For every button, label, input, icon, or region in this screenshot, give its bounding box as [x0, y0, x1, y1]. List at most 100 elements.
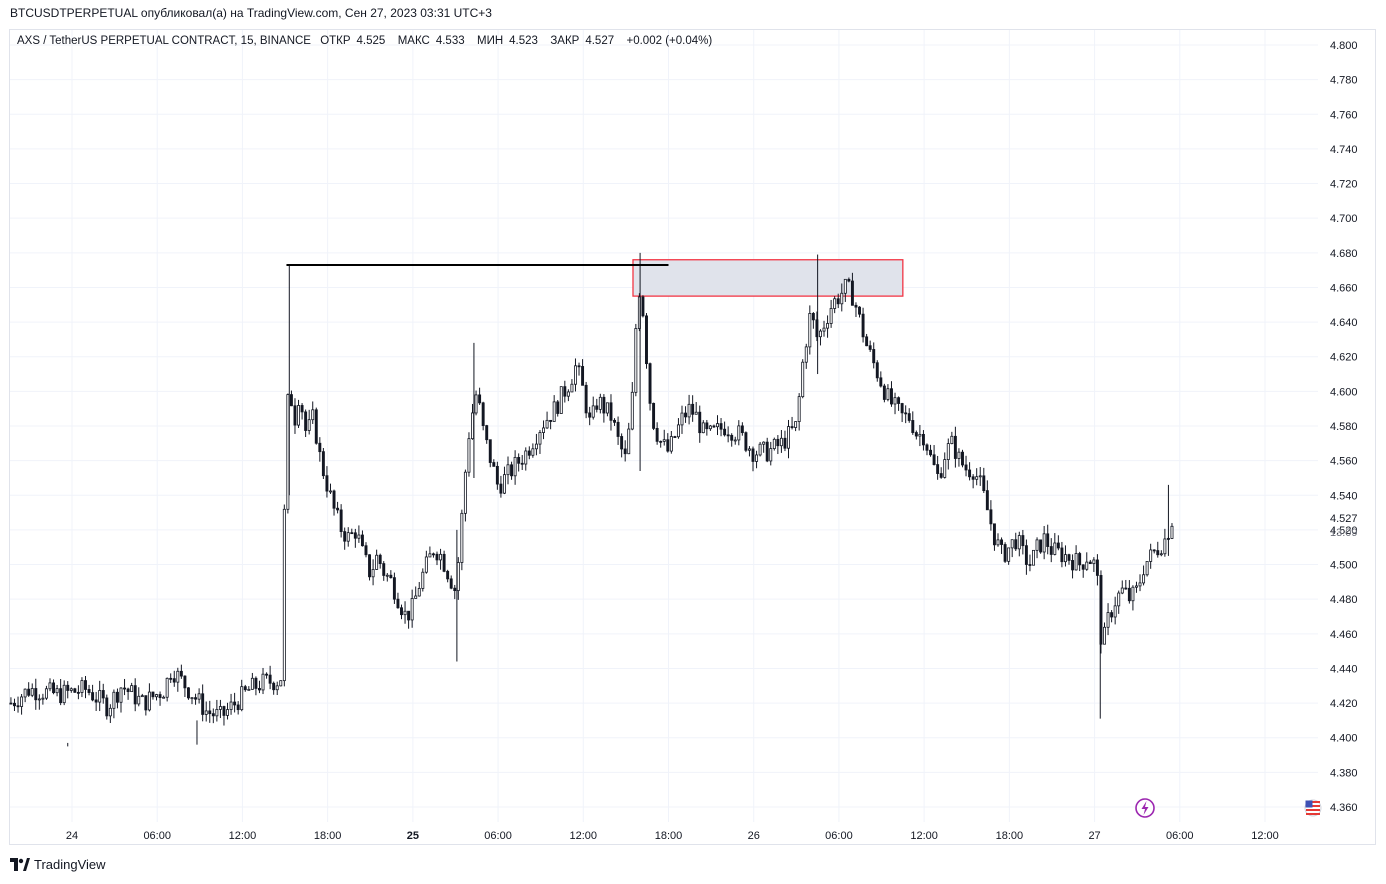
- candle-body: [76, 691, 80, 694]
- candle-body: [272, 682, 276, 691]
- candle-body: [574, 365, 577, 385]
- candle-body: [1103, 626, 1106, 645]
- candle-body: [854, 304, 858, 308]
- candle-body: [598, 396, 602, 410]
- candle-body: [936, 464, 940, 474]
- x-tick-label: 24: [66, 830, 78, 842]
- candle-body: [247, 688, 251, 691]
- candle-body: [591, 405, 595, 418]
- candle-body: [747, 448, 751, 451]
- candle-body: [968, 469, 972, 478]
- candle-body: [1035, 539, 1039, 551]
- candle-body: [289, 394, 293, 407]
- candle-body: [133, 685, 137, 705]
- candle-body: [460, 512, 464, 563]
- candle-body: [325, 475, 329, 492]
- candle-body: [392, 577, 396, 600]
- candle-body: [1010, 539, 1014, 549]
- candle-body: [577, 365, 581, 368]
- candle-body: [822, 327, 826, 332]
- candle-body: [989, 509, 993, 525]
- candle-body: [62, 684, 66, 704]
- candle-body: [879, 377, 883, 387]
- candle-body: [698, 411, 702, 434]
- candle-body: [886, 388, 890, 400]
- candle-body: [424, 556, 428, 573]
- candle-body: [1074, 553, 1078, 571]
- candle-body: [1049, 546, 1053, 555]
- candle-body: [1046, 533, 1050, 547]
- x-tick-label: 25: [407, 830, 419, 842]
- candle-body: [240, 686, 244, 711]
- x-tick-label: 18:00: [314, 830, 342, 842]
- candle-body: [730, 434, 734, 441]
- candle-body: [1056, 542, 1060, 549]
- current-price-label: 4.527: [1330, 513, 1358, 525]
- y-tick-label: 4.760: [1330, 109, 1358, 121]
- candle-body: [119, 687, 123, 703]
- candle-body: [169, 677, 173, 680]
- candle-body: [190, 697, 194, 700]
- supply-zone-rectangle[interactable]: [632, 259, 904, 297]
- candle-body: [762, 441, 766, 445]
- candle-body: [641, 296, 645, 317]
- candle-body: [1042, 533, 1046, 553]
- candle-body: [258, 688, 261, 691]
- candle-body: [1149, 549, 1153, 562]
- candle-body: [659, 440, 663, 443]
- candle-body: [261, 673, 265, 691]
- candle-body: [1131, 586, 1135, 602]
- candle-body: [833, 298, 837, 309]
- y-tick-label: 4.620: [1330, 352, 1358, 364]
- candle-body: [222, 706, 226, 716]
- candle-body: [27, 688, 31, 696]
- candle-body: [691, 403, 695, 415]
- candle-body: [978, 475, 982, 478]
- x-tick-label: 06:00: [143, 830, 171, 842]
- candle-body: [1170, 525, 1174, 539]
- candle-body: [1152, 549, 1156, 552]
- y-tick-label: 4.460: [1330, 629, 1358, 641]
- candle-body: [332, 490, 336, 509]
- candle-body: [275, 685, 279, 691]
- candle-body: [645, 315, 648, 365]
- symbol-label[interactable]: AXS / TetherUS PERPETUAL CONTRACT, 15, B…: [17, 35, 311, 47]
- candle-body: [396, 598, 400, 609]
- candle-body: [194, 697, 198, 700]
- candle-body: [286, 394, 290, 510]
- candle-body: [758, 443, 762, 456]
- candle-body: [1028, 564, 1032, 566]
- candle-body: [797, 396, 801, 422]
- open-label: ОТКР: [320, 35, 351, 47]
- close-value: 4.527: [585, 35, 615, 47]
- tradingview-brand[interactable]: TradingView: [10, 857, 106, 872]
- candle-body: [893, 397, 897, 405]
- candle-body: [907, 413, 911, 421]
- candle-body: [662, 439, 666, 442]
- candle-body: [80, 680, 84, 693]
- y-tick-label: 4.520: [1330, 525, 1358, 537]
- x-tick-label: 12:00: [229, 830, 257, 842]
- candle-body: [229, 701, 233, 710]
- candle-body: [321, 451, 325, 477]
- candle-body: [733, 439, 737, 442]
- candle-body: [172, 678, 176, 683]
- candle-body: [737, 425, 741, 441]
- candle-body: [613, 419, 616, 423]
- candle-body: [279, 680, 283, 687]
- candle-body: [513, 456, 517, 477]
- candle-body: [1120, 587, 1124, 594]
- candle-body: [921, 433, 925, 446]
- candle-body: [751, 448, 755, 462]
- candle-body: [176, 670, 180, 683]
- candle-body: [343, 531, 347, 542]
- candle-body: [144, 695, 148, 711]
- y-tick-label: 4.580: [1330, 421, 1358, 433]
- candle-body: [215, 709, 219, 717]
- candle-body: [410, 598, 414, 621]
- candle-body: [151, 691, 155, 698]
- candle-body: [69, 688, 73, 691]
- candle-body: [826, 323, 830, 329]
- candle-body: [94, 699, 98, 703]
